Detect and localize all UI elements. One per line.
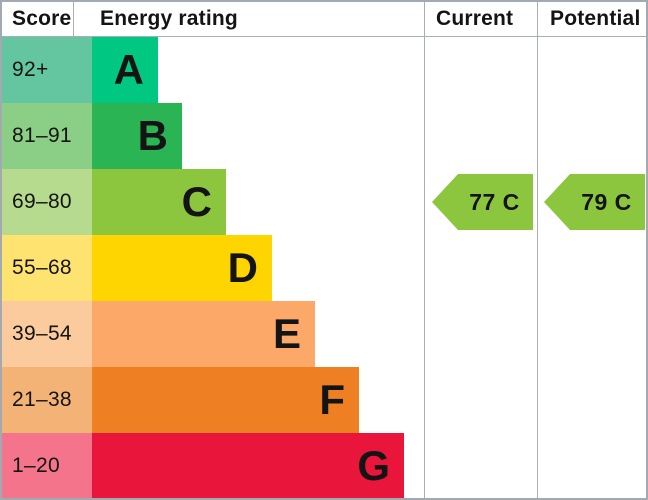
rating-letter: B (137, 112, 168, 159)
rating-letter: F (319, 376, 345, 423)
score-range-cell: 55–68 (2, 235, 92, 301)
score-range-cell: 39–54 (2, 301, 92, 367)
rating-bar-a: A (92, 37, 158, 103)
rating-letter: A (113, 46, 144, 93)
rating-bar-f: F (92, 367, 359, 433)
rating-bar-g: G (92, 433, 404, 498)
band-rows: 92+ A 81–91 B 69–80 C 55–68 D 39–54 E 21–38 F 1–20 G (2, 37, 646, 498)
rating-letter: E (272, 310, 301, 357)
header-potential: Potential (550, 7, 641, 30)
band-row-d: 55–68 D (2, 235, 646, 301)
current-rating-label: 77 C (469, 188, 520, 215)
header-energy-rating: Energy rating (100, 7, 238, 30)
potential-column-divider (537, 2, 538, 498)
band-row-e: 39–54 E (2, 301, 646, 367)
header-score: Score (12, 7, 72, 30)
rating-letter: G (357, 442, 390, 489)
chart-header: Score Energy rating Current Potential (2, 2, 646, 36)
rating-bar-d: D (92, 235, 272, 301)
rating-bar-c: C (92, 169, 226, 235)
band-row-a: 92+ A (2, 37, 646, 103)
band-row-g: 1–20 G (2, 433, 646, 498)
header-current: Current (436, 7, 514, 30)
band-row-f: 21–38 F (2, 367, 646, 433)
rating-bar-b: B (92, 103, 182, 169)
current-column-divider (424, 2, 425, 498)
rating-bar-e: E (92, 301, 315, 367)
band-row-b: 81–91 B (2, 103, 646, 169)
band-row-c: 69–80 C (2, 169, 646, 235)
potential-rating-label: 79 C (581, 188, 632, 215)
potential-rating-arrow: 79 C (544, 174, 645, 230)
score-range-cell: 21–38 (2, 367, 92, 433)
score-range-cell: 69–80 (2, 169, 92, 235)
score-range-cell: 1–20 (2, 433, 92, 498)
rating-letter: C (181, 178, 212, 225)
score-range-cell: 81–91 (2, 103, 92, 169)
rating-letter: D (227, 244, 258, 291)
score-column-divider (73, 2, 74, 36)
header-divider-line (2, 36, 646, 37)
score-range-cell: 92+ (2, 37, 92, 103)
